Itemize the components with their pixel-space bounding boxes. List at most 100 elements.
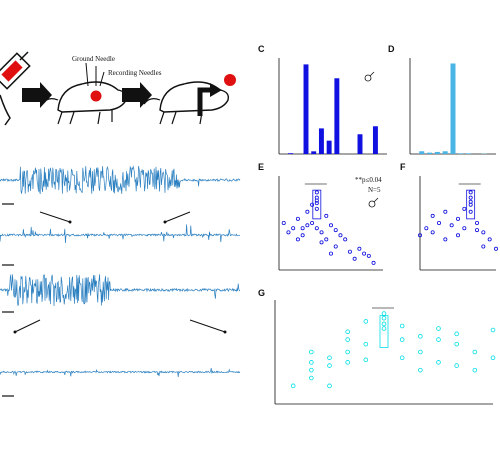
bar-C-16 — [357, 134, 363, 154]
ground-needle-label: Ground Needle — [72, 55, 115, 63]
zoom-arrow-head — [13, 330, 17, 334]
scatter-point-F — [443, 237, 448, 242]
scatter-point-G — [490, 327, 496, 333]
scatter-point-F — [430, 230, 435, 235]
zoom-arrow-line — [39, 211, 71, 223]
scatter-point-E — [310, 220, 315, 225]
scatter-point-G — [436, 360, 441, 365]
bar-C-18 — [372, 126, 378, 154]
recording-needles-label: Recording Needles — [108, 69, 162, 77]
scatter-point-E — [300, 226, 305, 231]
scatter-point-G — [472, 349, 478, 355]
peak-highlight-box-F — [466, 189, 476, 220]
scatter-point-E — [352, 256, 357, 261]
scatter-point-G — [309, 349, 314, 355]
scatter-point-E — [347, 249, 352, 254]
bar-D-7 — [419, 151, 425, 154]
bar-C-10 — [311, 151, 317, 154]
scatter-point-E — [295, 216, 300, 221]
scatter-point-E — [314, 195, 319, 200]
scatter-point-E — [286, 230, 291, 235]
scatter-point-G — [490, 355, 496, 361]
zoom-arrow-line — [189, 319, 226, 333]
scatter-point-E — [314, 190, 319, 195]
scatter-point-E — [343, 237, 348, 242]
scatter-point-F — [455, 216, 460, 221]
mouse-paralysis — [143, 74, 236, 125]
scatter-point-E — [305, 209, 310, 214]
bar-C-13 — [334, 78, 340, 154]
scatter-point-G — [363, 341, 369, 347]
scatter-point-F — [468, 209, 473, 214]
scatter-point-E — [319, 230, 324, 235]
scatter-point-E — [366, 253, 371, 258]
scatter-point-E — [328, 223, 333, 228]
scatter-point-E — [300, 233, 305, 238]
panel-label-f: F — [400, 162, 406, 172]
scatter-point-G — [381, 326, 387, 331]
bar-D-8 — [427, 152, 433, 154]
panel-label-e: E — [258, 162, 264, 172]
scatter-point-G — [309, 367, 314, 373]
scatter-point-E — [305, 223, 310, 228]
bar-C-12 — [326, 140, 332, 154]
scatter-point-F — [417, 233, 422, 238]
emg-trace-1 — [0, 165, 241, 194]
scatter-point-F — [481, 244, 486, 249]
scatter-point-G — [381, 321, 387, 327]
scatter-point-G — [327, 383, 332, 389]
charts-layer — [274, 58, 498, 405]
zoom-arrow-head — [223, 330, 227, 334]
scatter-point-G — [381, 311, 387, 316]
paralyzed-limb-icon — [197, 87, 212, 116]
bar-D-9 — [434, 151, 440, 154]
scatter-point-G — [345, 329, 350, 335]
scatter-point-E — [333, 244, 338, 249]
scatter-point-E — [310, 202, 315, 207]
scatter-point-G — [290, 383, 296, 389]
scatter-point-F — [462, 206, 467, 211]
scatter-point-E — [357, 246, 362, 251]
scatter-point-E — [295, 237, 300, 242]
scatter-point-F — [424, 226, 429, 231]
scatter-point-G — [399, 355, 405, 361]
scatter-point-E — [333, 228, 338, 233]
scatter-point-E — [338, 233, 343, 238]
scatter-point-F — [443, 209, 448, 214]
scatter-point-G — [381, 315, 387, 321]
panel-label-g: G — [258, 288, 265, 298]
emg-traces — [0, 165, 241, 397]
mouse-outline-1 — [0, 94, 11, 126]
bar-D-13 — [466, 153, 472, 154]
scatter-point-G — [327, 355, 332, 361]
scatter-point-E — [362, 251, 367, 256]
scatter-point-G — [418, 334, 423, 339]
panel-label-d: D — [388, 44, 395, 54]
scatter-point-F — [436, 220, 441, 225]
zoom-arrow-line — [14, 319, 41, 333]
scatter-point-F — [493, 246, 498, 251]
scatter-point-E — [328, 251, 333, 256]
scatter-point-G — [436, 337, 441, 342]
scatter-point-F — [468, 195, 473, 200]
zoom-arrow-head — [68, 220, 72, 224]
male-symbol-icon — [368, 197, 379, 208]
mouse-ground-recording — [41, 62, 128, 125]
scatter-point-F — [468, 190, 473, 195]
bar-D-11 — [450, 63, 456, 154]
scatter-point-E — [281, 220, 286, 225]
scatter-point-G — [454, 341, 459, 347]
scatter-point-G — [418, 349, 423, 355]
scatter-point-E — [314, 226, 319, 231]
bar-C-11 — [318, 128, 324, 154]
emg-trace-4 — [0, 368, 241, 378]
scatter-point-F — [474, 228, 479, 233]
peak-highlight-box-G — [379, 315, 389, 348]
zoom-arrow-line — [164, 211, 191, 223]
scatter-point-G — [363, 319, 369, 324]
scatter-point-G — [345, 337, 350, 342]
male-symbol-icon — [364, 71, 375, 82]
scatter-point-E — [324, 237, 329, 242]
bar-D-10 — [442, 151, 448, 154]
